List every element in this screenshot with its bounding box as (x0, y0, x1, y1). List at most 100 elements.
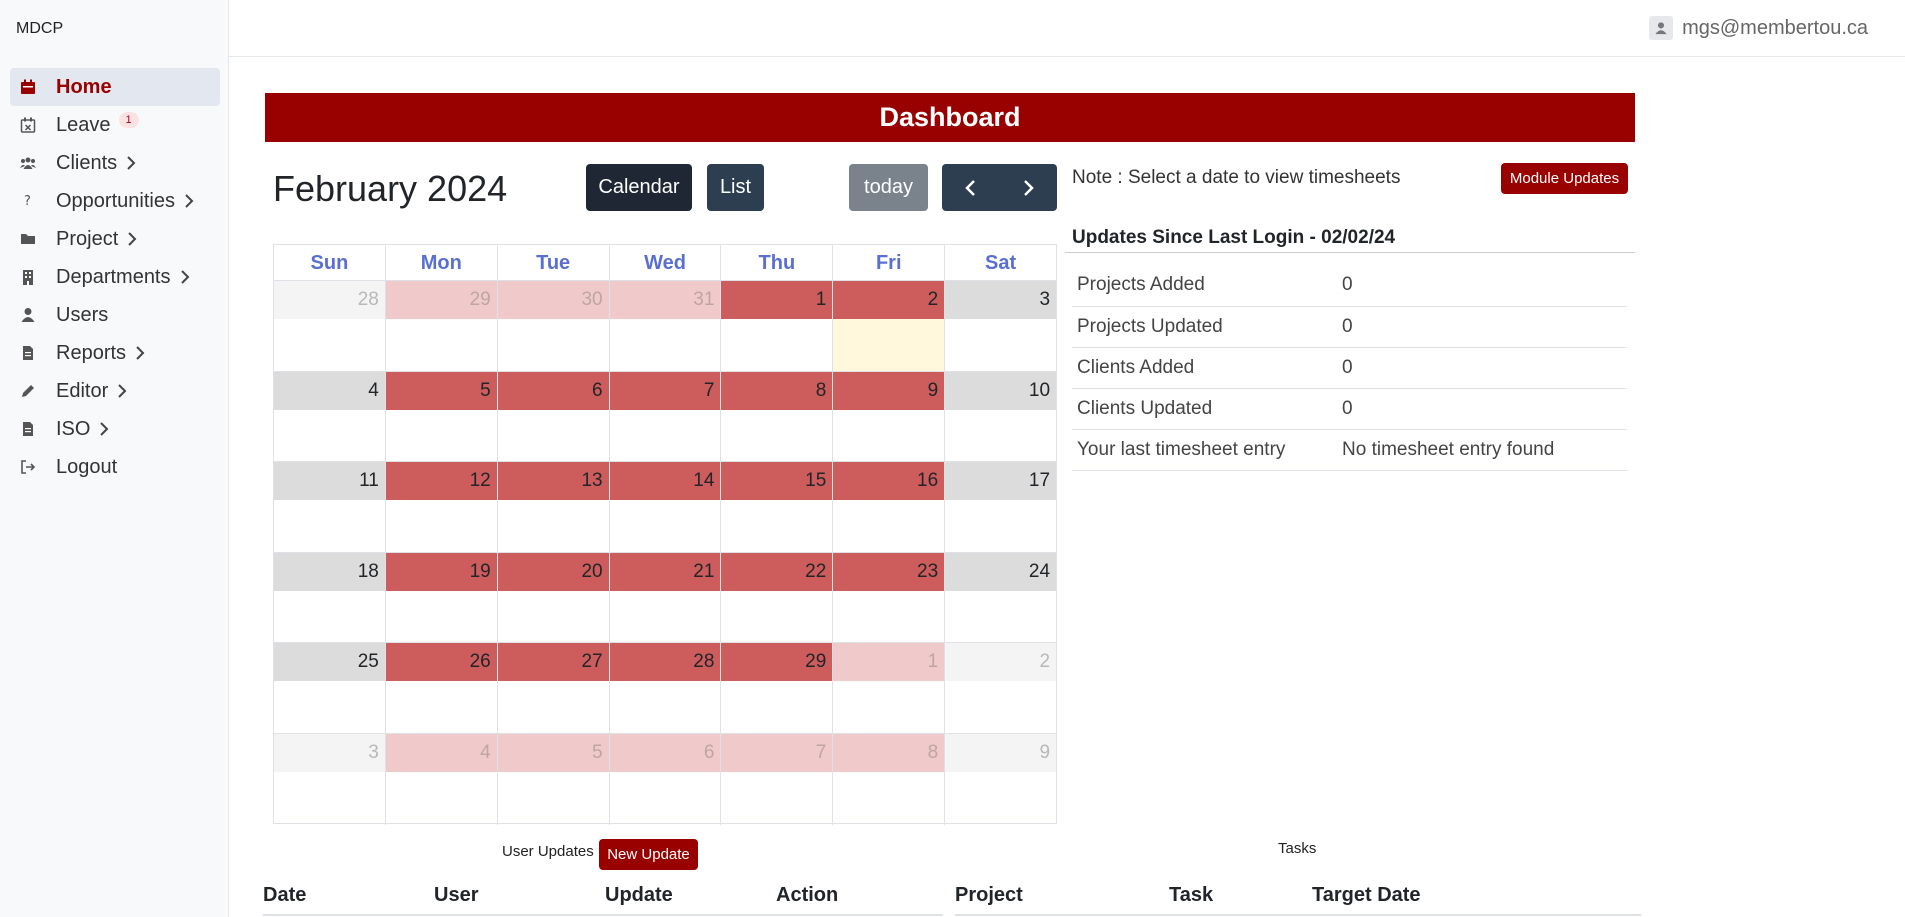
calendar-day[interactable]: 5 (385, 371, 498, 462)
calendar-day[interactable]: 28 (609, 643, 722, 733)
prev-month-button[interactable] (942, 164, 999, 211)
calendar-day[interactable]: 29 (385, 281, 498, 371)
calendar-body: 28 29 30 31 1 2 3 4 5 6 7 8 9 10 11 12 13 14 15 16 17 18 19 20 2… (274, 281, 1057, 825)
chevron-right-icon (1024, 179, 1034, 196)
today-button[interactable]: today (849, 164, 928, 211)
column-header-date[interactable]: Date (263, 884, 307, 906)
module-updates-button[interactable]: Module Updates (1501, 163, 1628, 194)
update-label: Your last timesheet entry (1072, 429, 1342, 471)
calendar-day[interactable]: 12 (385, 462, 498, 552)
calendar-view-button[interactable]: Calendar (586, 164, 692, 211)
calendar-day[interactable]: 10 (945, 371, 1057, 462)
day-number: 6 (609, 733, 721, 772)
calendar-day[interactable]: 4 (274, 371, 386, 462)
calendar-day[interactable]: 3 (274, 733, 386, 825)
day-number: 15 (721, 462, 833, 501)
day-number: 2 (945, 643, 1057, 682)
calendar-day[interactable]: 20 (497, 552, 610, 643)
calendar-day[interactable]: 8 (833, 733, 946, 825)
day-events-area (610, 500, 721, 552)
next-month-button[interactable] (999, 164, 1057, 211)
chevron-right-icon (125, 156, 137, 170)
day-events-area (945, 591, 1056, 643)
calendar-day[interactable]: 21 (609, 552, 722, 643)
sidebar-item-label: Reports (56, 341, 127, 364)
calendar-day[interactable]: 7 (721, 733, 834, 825)
chevron-right-icon (134, 346, 146, 360)
column-header-update[interactable]: Update (605, 884, 673, 906)
calendar-day[interactable]: 4 (385, 733, 498, 825)
calendar-day[interactable]: 22 (721, 552, 834, 643)
weekday-header: Sun Mon Tue Wed Thu Fri Sat (274, 245, 1056, 281)
user-email: mgs@membertou.ca (1682, 16, 1868, 39)
day-number: 25 (274, 643, 385, 682)
day-events-area (274, 319, 385, 371)
sidebar-item-logout[interactable]: Logout (10, 448, 220, 486)
new-update-button[interactable]: New Update (599, 839, 698, 870)
calendar-day[interactable]: 7 (609, 371, 722, 462)
chevron-right-icon (183, 194, 195, 208)
column-header-action[interactable]: Action (776, 884, 839, 906)
column-header-target-date[interactable]: Target Date (1312, 884, 1421, 906)
calendar-title: February 2024 (273, 168, 508, 209)
column-header-user[interactable]: User (434, 884, 479, 906)
calendar-day[interactable]: 6 (609, 733, 722, 825)
calendar-day[interactable]: 14 (609, 462, 722, 552)
calendar-day[interactable]: 24 (945, 552, 1057, 643)
sidebar-item-label: Opportunities (56, 189, 175, 212)
column-header-task[interactable]: Task (1169, 884, 1214, 906)
sidebar-item-project[interactable]: Project (10, 220, 220, 258)
calendar-day[interactable]: 9 (945, 733, 1057, 825)
calendar-day[interactable]: 6 (497, 371, 610, 462)
day-number: 2 (833, 281, 945, 319)
day-events-area (386, 410, 497, 462)
calendar-day[interactable]: 9 (833, 371, 946, 462)
day-number: 20 (497, 552, 609, 591)
month-calendar: Sun Mon Tue Wed Thu Fri Sat 28 29 30 31 1 2 3 4… (273, 244, 1057, 825)
sidebar-item-home[interactable]: Home (10, 68, 220, 106)
sidebar-item-editor[interactable]: Editor (10, 372, 220, 410)
list-view-button[interactable]: List (707, 164, 764, 211)
calendar-day[interactable]: 25 (274, 643, 386, 733)
calendar-day[interactable]: 29 (721, 643, 834, 733)
calendar-day[interactable]: 23 (833, 552, 946, 643)
calendar-day[interactable]: 30 (497, 281, 610, 371)
user-menu[interactable]: mgs@membertou.ca (1649, 16, 1868, 40)
calendar-day[interactable]: 3 (945, 281, 1057, 371)
calendar-day[interactable]: 2 (833, 281, 946, 371)
sidebar-item-users[interactable]: Users (10, 296, 220, 334)
calendar-day[interactable]: 8 (721, 371, 834, 462)
update-label: Projects Updated (1072, 306, 1342, 348)
sidebar-item-label: Leave (56, 113, 111, 136)
sidebar-item-opportunities[interactable]: ? Opportunities (10, 182, 220, 220)
calendar-day[interactable]: 27 (497, 643, 610, 733)
calendar-day[interactable]: 1 (833, 643, 946, 733)
calendar-day[interactable]: 26 (385, 643, 498, 733)
sidebar-item-iso[interactable]: ISO (10, 410, 220, 448)
calendar-day[interactable]: 19 (385, 552, 498, 643)
sidebar-nav: Home Leave 1 Clients ? Opportunities Pro… (10, 68, 220, 486)
calendar-day[interactable]: 15 (721, 462, 834, 552)
update-label: Clients Added (1072, 347, 1342, 389)
sidebar-item-clients[interactable]: Clients (10, 144, 220, 182)
calendar-day[interactable]: 11 (274, 462, 386, 552)
calendar-day[interactable]: 13 (497, 462, 610, 552)
calendar-day[interactable]: 17 (945, 462, 1057, 552)
calendar-day[interactable]: 28 (274, 281, 386, 371)
calendar-day[interactable]: 31 (609, 281, 722, 371)
calendar-day[interactable]: 18 (274, 552, 386, 643)
day-events-area (610, 410, 721, 462)
day-events-area (498, 772, 609, 825)
sidebar-item-departments[interactable]: Departments (10, 258, 220, 296)
calendar-day[interactable]: 2 (945, 643, 1057, 733)
sidebar-item-leave[interactable]: Leave 1 (10, 106, 220, 144)
calendar-day[interactable]: 1 (721, 281, 834, 371)
sidebar-item-reports[interactable]: Reports (10, 334, 220, 372)
column-header-project[interactable]: Project (955, 884, 1023, 906)
weekday-label: Thu (721, 245, 834, 280)
update-value: 0 (1342, 306, 1627, 348)
calendar-day[interactable]: 5 (497, 733, 610, 825)
weekday-label: Tue (498, 245, 610, 280)
calendar-day[interactable]: 16 (833, 462, 946, 552)
day-number: 8 (833, 733, 945, 772)
